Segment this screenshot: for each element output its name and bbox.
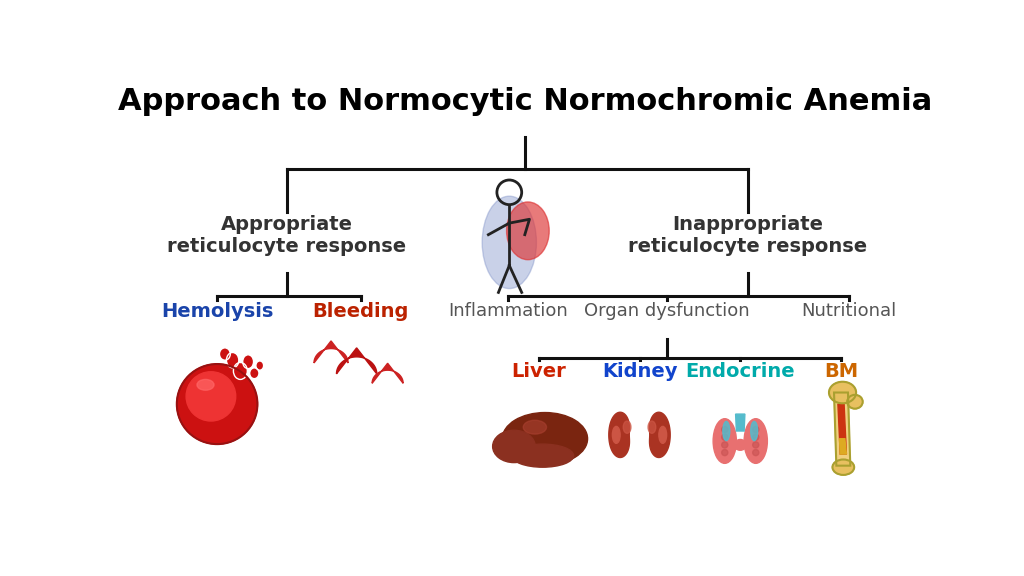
Ellipse shape: [624, 421, 631, 433]
Ellipse shape: [507, 202, 549, 260]
Text: Inappropriate
reticulocyte response: Inappropriate reticulocyte response: [629, 215, 867, 256]
Circle shape: [753, 426, 759, 433]
Polygon shape: [840, 439, 847, 454]
Text: BM: BM: [824, 362, 858, 381]
Circle shape: [753, 449, 759, 456]
Circle shape: [722, 426, 728, 433]
Ellipse shape: [723, 422, 730, 441]
Ellipse shape: [493, 430, 536, 463]
Polygon shape: [834, 392, 850, 465]
Text: Appropriate
reticulocyte response: Appropriate reticulocyte response: [167, 215, 407, 256]
Ellipse shape: [751, 422, 758, 441]
Ellipse shape: [658, 426, 667, 444]
Ellipse shape: [833, 460, 854, 475]
Circle shape: [722, 449, 728, 456]
Circle shape: [186, 372, 236, 421]
Ellipse shape: [257, 362, 263, 369]
Polygon shape: [372, 363, 403, 383]
Circle shape: [722, 442, 728, 448]
Circle shape: [753, 442, 759, 448]
Text: Organ dysfunction: Organ dysfunction: [584, 302, 750, 320]
Text: Bleeding: Bleeding: [312, 302, 409, 321]
Ellipse shape: [744, 419, 767, 463]
Text: Inflammation: Inflammation: [447, 302, 567, 320]
Text: Approach to Normocytic Normochromic Anemia: Approach to Normocytic Normochromic Anem…: [118, 87, 932, 116]
Text: Endocrine: Endocrine: [685, 362, 795, 381]
Text: Liver: Liver: [511, 362, 566, 381]
Circle shape: [722, 434, 728, 440]
Polygon shape: [314, 341, 348, 363]
Ellipse shape: [234, 363, 247, 378]
Text: Kidney: Kidney: [602, 362, 677, 381]
Ellipse shape: [482, 196, 537, 289]
Ellipse shape: [847, 395, 862, 409]
Ellipse shape: [713, 419, 736, 463]
Ellipse shape: [227, 353, 238, 367]
Circle shape: [753, 434, 759, 440]
Ellipse shape: [244, 355, 253, 368]
Text: Nutritional: Nutritional: [801, 302, 896, 320]
Ellipse shape: [648, 421, 655, 433]
Ellipse shape: [503, 412, 588, 465]
Ellipse shape: [251, 369, 258, 378]
Ellipse shape: [829, 382, 856, 403]
Text: Hemolysis: Hemolysis: [161, 302, 273, 321]
Ellipse shape: [523, 420, 547, 434]
Ellipse shape: [220, 348, 229, 359]
Ellipse shape: [197, 380, 214, 390]
Polygon shape: [735, 414, 744, 431]
Polygon shape: [649, 412, 670, 457]
Circle shape: [177, 364, 257, 444]
Ellipse shape: [734, 439, 746, 450]
Polygon shape: [337, 348, 377, 374]
Polygon shape: [838, 404, 847, 454]
Polygon shape: [609, 412, 630, 457]
Ellipse shape: [612, 426, 621, 444]
Ellipse shape: [512, 444, 573, 467]
